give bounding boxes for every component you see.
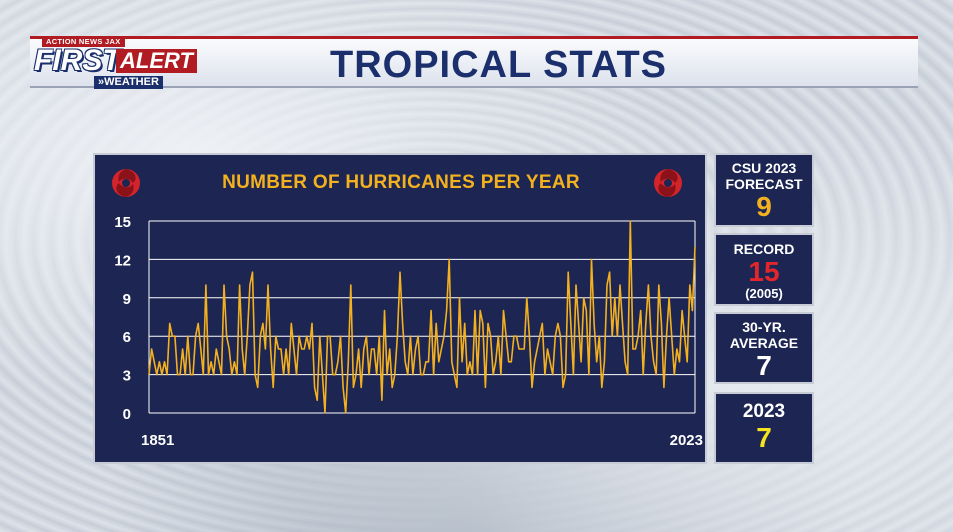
stat-label: CSU 2023 FORECAST bbox=[725, 160, 803, 192]
y-tick-label: 9 bbox=[123, 291, 131, 308]
x-tick-label: 1851 bbox=[141, 432, 174, 449]
y-tick-label: 15 bbox=[114, 214, 131, 231]
stat-box-30yr-average: 30-YR. AVERAGE 7 bbox=[714, 312, 814, 384]
stat-value: 7 bbox=[756, 422, 772, 453]
y-tick-label: 0 bbox=[123, 406, 131, 423]
title-banner: TROPICAL STATS bbox=[30, 36, 918, 88]
chart-axes: 0 3 6 9 12 15 1851 2023 bbox=[114, 214, 703, 449]
hurricane-symbol-icon bbox=[654, 169, 682, 197]
logo-alert-text: ALERT bbox=[116, 49, 197, 73]
stat-value: 9 bbox=[756, 191, 772, 222]
hurricane-symbol-icon bbox=[112, 169, 140, 197]
page-title: TROPICAL STATS bbox=[330, 44, 667, 86]
stat-label: RECORD bbox=[733, 241, 795, 257]
stat-box-2023: 2023 7 bbox=[714, 392, 814, 464]
stat-box-csu-forecast: CSU 2023 FORECAST 9 bbox=[714, 153, 814, 227]
stat-value: 15 bbox=[748, 256, 780, 287]
chart-title: NUMBER OF HURRICANES PER YEAR bbox=[222, 172, 580, 193]
stat-value: 7 bbox=[756, 350, 772, 381]
y-tick-label: 12 bbox=[114, 252, 131, 269]
logo-station-text: ACTION NEWS JAX bbox=[42, 36, 125, 47]
logo-first-text: FIRST bbox=[34, 44, 121, 77]
hurricane-chart-panel: NUMBER OF HURRICANES PER YEAR 0 3 6 9 12 15 18… bbox=[93, 153, 707, 464]
stat-label: 30-YR. AVERAGE bbox=[729, 319, 799, 351]
hurricane-line-chart: 0 3 6 9 12 15 1851 2023 bbox=[114, 214, 703, 449]
y-tick-label: 6 bbox=[123, 329, 131, 346]
x-tick-label: 2023 bbox=[670, 432, 703, 449]
y-tick-label: 3 bbox=[123, 368, 131, 385]
stat-label: 2023 bbox=[742, 401, 786, 422]
stat-box-record: RECORD 15 (2005) bbox=[714, 233, 814, 306]
series-line-hurricanes bbox=[148, 220, 696, 414]
first-alert-weather-logo: ACTION NEWS JAX FIRST ALERT »WEATHER bbox=[32, 36, 197, 92]
logo-weather-text: »WEATHER bbox=[94, 76, 163, 89]
chart-grid bbox=[148, 220, 696, 414]
stat-sub: (2005) bbox=[745, 286, 783, 301]
